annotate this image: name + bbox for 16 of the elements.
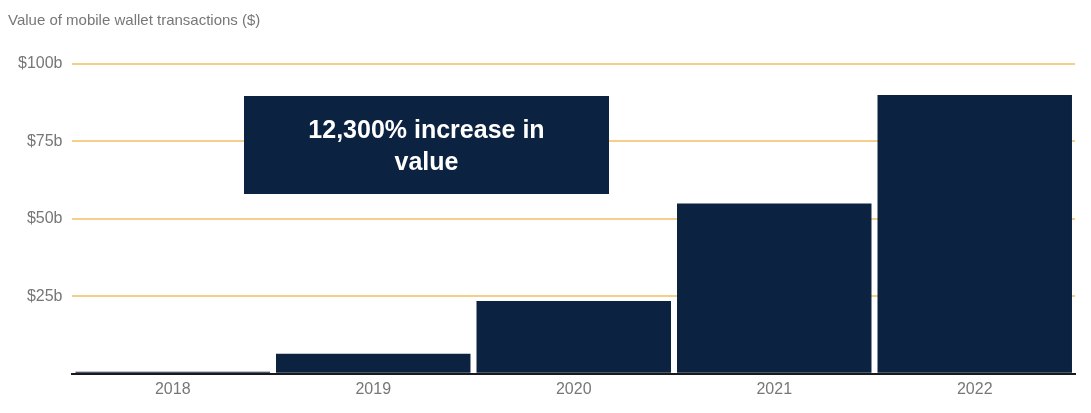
y-tick-label: $75b [26, 131, 63, 149]
x-tick-label: 2020 [555, 379, 592, 397]
y-tick-label: $25b [26, 286, 63, 304]
x-tick-label: 2018 [154, 379, 191, 397]
x-tick-label: 2022 [956, 379, 993, 397]
chart-title: Value of mobile wallet transactions ($) [8, 11, 261, 29]
bar [677, 203, 872, 373]
bar [877, 94, 1072, 373]
bar [476, 301, 671, 373]
y-tick-label: $100b [17, 54, 63, 72]
text-box: 12,300% increase in value [244, 96, 609, 194]
annotation: 12,300% increase in value [307, 114, 546, 177]
y-tick-label: $50b [26, 209, 63, 227]
x-tick-label: 2021 [756, 379, 793, 397]
x-tick-label: 2019 [355, 379, 392, 397]
bar [276, 353, 471, 373]
